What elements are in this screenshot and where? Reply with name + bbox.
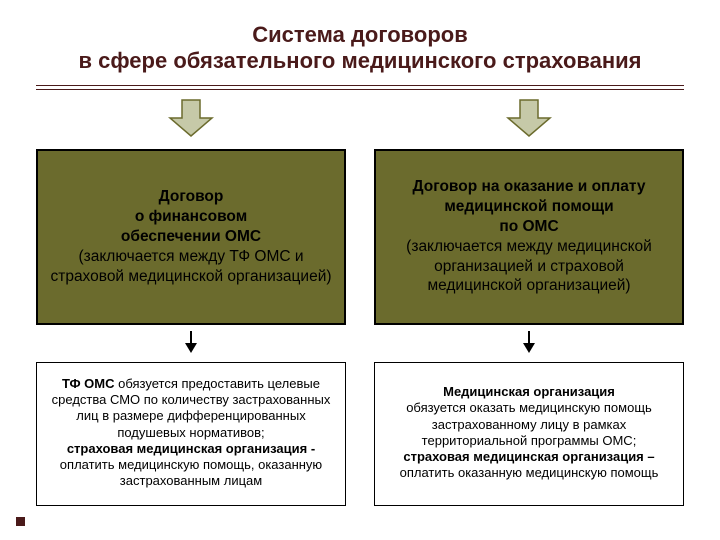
column-left: Договор о финансовом обеспечении ОМС (за… [36,90,346,506]
contract-box-left: Договор о финансовом обеспечении ОМС (за… [36,149,346,325]
olive-right-plain: (заключается между медицинской организац… [406,238,652,295]
column-right: Договор на оказание и оплату медицинской… [374,90,684,506]
arrow-down-thin-icon [521,331,537,358]
white-right-org-bold: страховая медицинская организация – [403,449,654,464]
slide: Система договоров в сфере обязательного … [0,0,720,540]
olive-left-bold-1: Договор [159,188,224,205]
white-left-lead-bold: ТФ ОМС [62,376,114,391]
slide-bullet-icon [16,517,25,526]
columns: Договор о финансовом обеспечении ОМС (за… [36,90,684,506]
olive-right-bold-1: Договор на оказание и оплату [413,178,646,195]
contract-box-right: Договор на оказание и оплату медицинской… [374,149,684,325]
olive-left-bold-2: о финансовом [135,208,247,225]
olive-right-bold-3: по ОМС [499,218,558,235]
white-right-lead-bold: Медицинская организация [443,384,615,399]
white-left-org-plain: оплатить медицинскую помощь, оказанную з… [60,457,322,488]
obligation-box-left: ТФ ОМС обязуется предоставить целевые ср… [36,362,346,506]
arrow-down-thin-icon [183,331,199,358]
white-right-org-plain: оплатить оказанную медицинскую помощь [400,465,659,480]
olive-left-bold-3: обеспечении ОМС [121,228,261,245]
white-right-lead-plain: обязуется оказать медицинскую помощь зас… [406,400,652,448]
slide-title: Система договоров в сфере обязательного … [36,22,684,75]
arrow-down-icon [168,98,214,143]
white-left-org-bold: страховая медицинская организация - [67,441,315,456]
obligation-box-right: Медицинская организация обязуется оказат… [374,362,684,506]
olive-left-plain: (заключается между ТФ ОМС и страховой ме… [50,248,331,285]
olive-right-bold-2: медицинской помощи [444,198,613,215]
arrow-down-icon [506,98,552,143]
